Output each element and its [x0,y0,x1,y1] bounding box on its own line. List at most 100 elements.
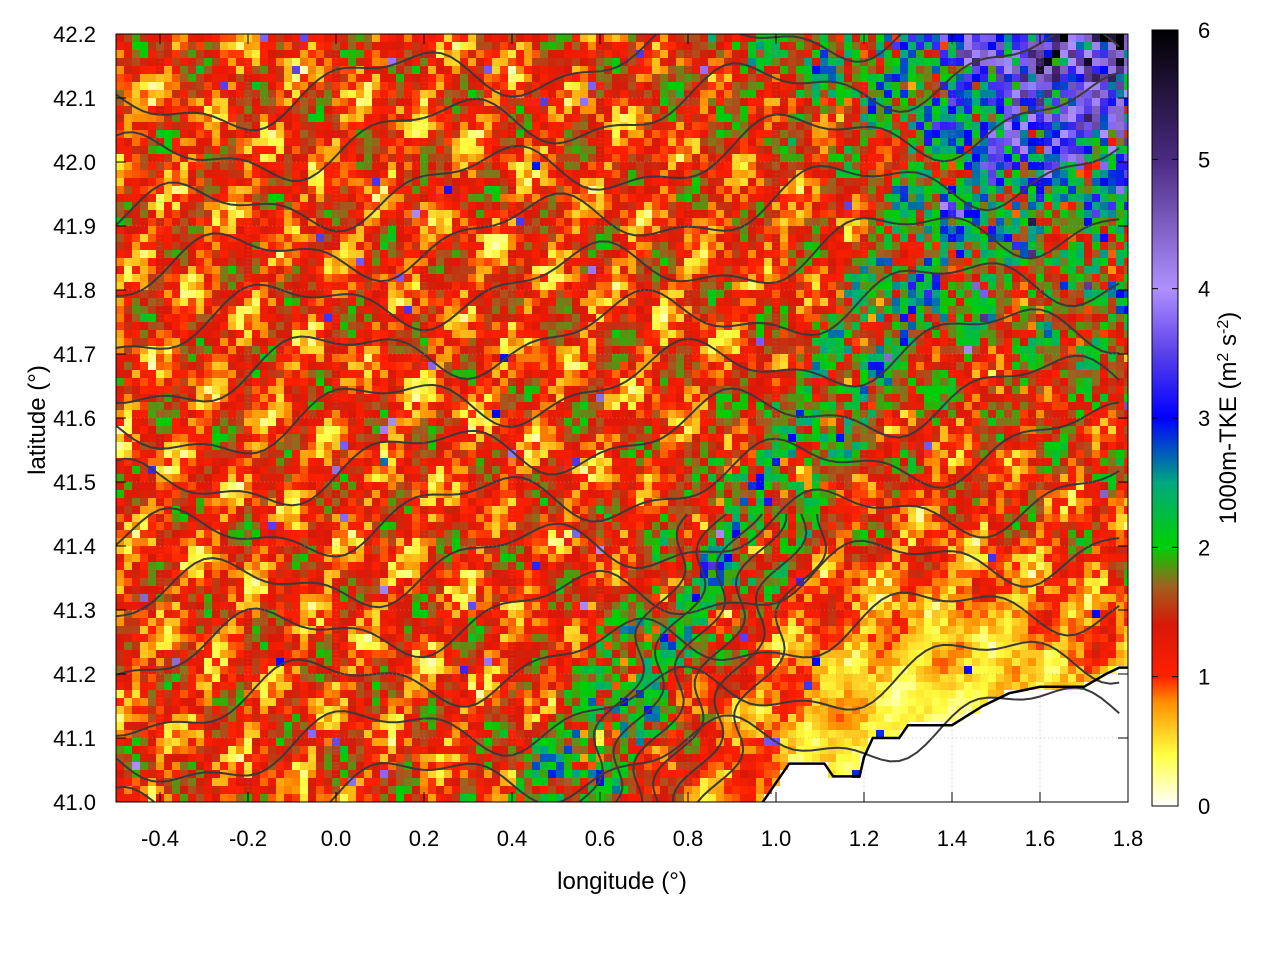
heat-cell [604,330,612,338]
heat-cell [492,90,500,98]
heat-cell [724,202,732,210]
heat-cell [716,146,724,154]
heat-cell [540,122,548,130]
heat-cell [1092,106,1100,114]
heat-cell [276,314,284,322]
heat-cell [500,202,508,210]
heat-cell [668,162,676,170]
heat-cell [276,290,284,298]
heat-cell [724,162,732,170]
heat-cell [996,130,1004,138]
heat-cell [404,346,412,354]
heat-cell [316,338,324,346]
heat-cell [364,306,372,314]
heat-cell [484,114,492,122]
heat-cell [1060,170,1068,178]
heat-cell [996,274,1004,282]
heat-cell [716,234,724,242]
heat-cell [404,274,412,282]
heat-cell [452,298,460,306]
heat-cell [956,242,964,250]
heat-cell [1076,66,1084,74]
heat-cell [1068,218,1076,226]
heat-cell [452,66,460,74]
heat-cell [1124,90,1128,98]
heat-cell [1108,138,1116,146]
heat-cell [756,218,764,226]
heat-cell [540,186,548,194]
heat-cell [868,250,876,258]
heat-cell [540,90,548,98]
heat-cell [788,250,796,258]
heat-cell [796,234,804,242]
heat-cell [548,82,556,90]
heat-cell [188,98,196,106]
heat-cell [300,306,308,314]
heat-cell [916,194,924,202]
heat-cell [940,170,948,178]
heat-cell [372,90,380,98]
heat-cell [388,202,396,210]
heat-cell [276,306,284,314]
heat-cell [324,322,332,330]
heat-cell [804,186,812,194]
heat-cell [580,186,588,194]
heat-cell [556,306,564,314]
heat-cell [356,186,364,194]
heat-cell [460,266,468,274]
heat-cell [1020,258,1028,266]
heat-cell [676,290,684,298]
heat-cell [388,338,396,346]
heat-cell [836,194,844,202]
heat-cell [268,258,276,266]
heat-cell [380,90,388,98]
heat-cell [708,330,716,338]
heat-cell [212,186,220,194]
heat-cell [524,322,532,330]
heat-cell [236,162,244,170]
heat-cell [1068,138,1076,146]
heat-cell [820,258,828,266]
heat-cell [1084,42,1092,50]
heat-cell [532,66,540,74]
heat-cell [212,98,220,106]
heat-cell [1044,210,1052,218]
heat-cell [652,322,660,330]
heat-cell [628,178,636,186]
heat-cell [524,74,532,82]
heat-cell [572,266,580,274]
heat-cell [972,314,980,322]
heat-cell [852,314,860,322]
heat-cell [372,162,380,170]
heat-cell [700,66,708,74]
heat-cell [404,186,412,194]
heat-cell [836,114,844,122]
heat-cell [436,114,444,122]
heat-cell [732,98,740,106]
heat-cell [996,250,1004,258]
heat-cell [188,178,196,186]
heat-cell [228,98,236,106]
heat-cell [956,282,964,290]
heat-cell [1044,50,1052,58]
heat-cell [932,114,940,122]
heat-cell [708,58,716,66]
heat-cell [588,58,596,66]
heat-cell [644,330,652,338]
heat-cell [668,330,676,338]
heat-cell [812,226,820,234]
heat-cell [516,34,524,42]
heat-cell [340,202,348,210]
heat-cell [1108,234,1116,242]
heat-cell [148,242,156,250]
heat-cell [300,234,308,242]
heat-cell [164,306,172,314]
heat-cell [644,170,652,178]
heat-cell [932,50,940,58]
heat-cell [836,130,844,138]
heat-cell [588,258,596,266]
heat-cell [644,194,652,202]
heat-cell [1052,290,1060,298]
heat-cell [140,274,148,282]
heat-cell [652,306,660,314]
